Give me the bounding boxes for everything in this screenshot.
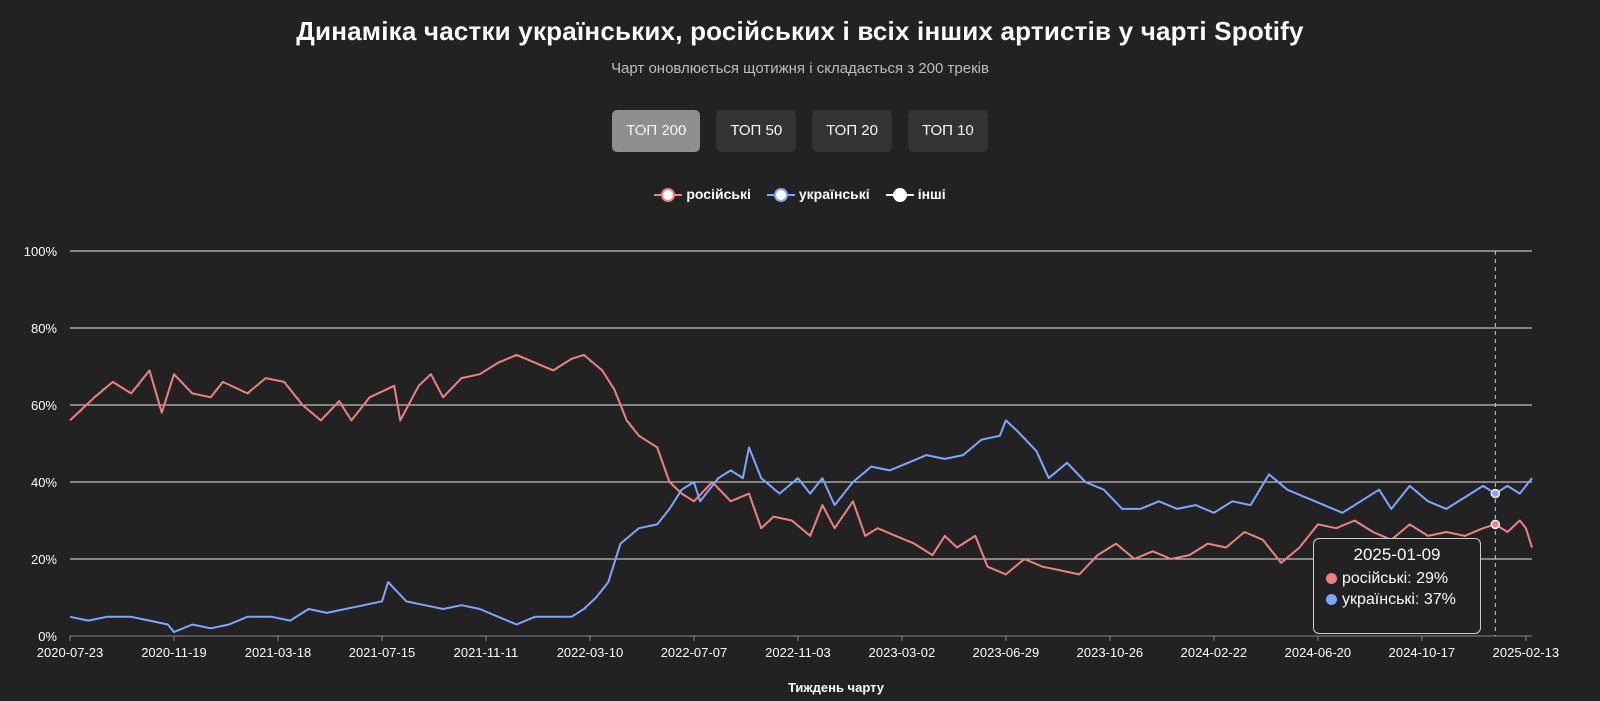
tooltip-row-russian: російські: 29%: [1326, 570, 1468, 588]
x-tick-label: 2023-03-02: [869, 645, 936, 660]
series-dot-icon: [1326, 573, 1337, 585]
y-tick-label: 40%: [31, 475, 57, 490]
legend-label: українські: [798, 186, 870, 202]
x-tick-label: 2020-11-19: [141, 645, 207, 660]
page-title: Динаміка частки українських, російських …: [296, 16, 1304, 46]
tab-top-20[interactable]: ТОП 20: [812, 110, 892, 152]
tooltip-value: російські: 29%: [1342, 570, 1449, 587]
tooltip-date: 2025-01-09: [1353, 545, 1441, 564]
y-tick-label: 20%: [31, 552, 57, 567]
x-tick-label: 2024-02-22: [1181, 645, 1248, 660]
highlight-point: [1490, 488, 1501, 499]
series-dot-icon: [1326, 594, 1337, 606]
x-tick-label: 2022-07-07: [661, 645, 728, 660]
tooltip-value: українські: 37%: [1342, 591, 1456, 608]
x-tick-label: 2022-11-03: [765, 645, 831, 660]
series-line-ukrainian: [69, 419, 1533, 634]
tab-top-10[interactable]: ТОП 10: [907, 110, 988, 152]
chart-size-tabs: ТОП 200 ТОП 50 ТОП 20 ТОП 10: [0, 110, 1600, 152]
chart-tooltip: 2025-01-09 російські: 29% українські: 37…: [1313, 538, 1481, 634]
legend-marker-icon: [885, 188, 914, 203]
y-tick-label: 100%: [24, 244, 58, 259]
x-tick-label: 2021-11-11: [454, 645, 519, 660]
legend-item-others[interactable]: інші: [885, 186, 946, 203]
legend-marker-icon: [766, 188, 795, 203]
y-tick-label: 80%: [31, 321, 57, 336]
legend-item-ukrainian[interactable]: українські: [766, 186, 870, 203]
x-axis-title: Тиждень чарту: [788, 680, 885, 695]
legend-label: інші: [917, 186, 946, 202]
x-tick-label: 2022-03-10: [557, 645, 624, 660]
x-tick-label: 2023-10-26: [1077, 645, 1144, 660]
x-tick-label: 2021-03-18: [245, 645, 312, 660]
tooltip-row-ukrainian: українські: 37%: [1326, 591, 1468, 609]
tab-top-200[interactable]: ТОП 200: [612, 110, 701, 152]
x-tick-label: 2025-02-13: [1493, 645, 1560, 660]
legend-marker-icon: [654, 188, 683, 203]
y-tick-label: 0%: [38, 629, 57, 644]
page-subtitle: Чарт оновлюється щотижня і складається з…: [611, 60, 989, 77]
series-line-russian: [69, 353, 1533, 576]
chart-legend: російські українські інші: [0, 186, 1600, 203]
x-tick-label: 2024-10-17: [1389, 645, 1456, 660]
legend-item-russian[interactable]: російські: [654, 186, 751, 203]
x-tick-label: 2024-06-20: [1285, 645, 1352, 660]
x-tick-label: 2023-06-29: [973, 645, 1040, 660]
tab-top-50[interactable]: ТОП 50: [716, 110, 797, 152]
y-tick-label: 60%: [31, 398, 57, 413]
highlight-point: [1490, 519, 1501, 530]
legend-label: російські: [686, 186, 751, 202]
x-tick-label: 2020-07-23: [37, 645, 104, 660]
x-tick-label: 2021-07-15: [349, 645, 416, 660]
